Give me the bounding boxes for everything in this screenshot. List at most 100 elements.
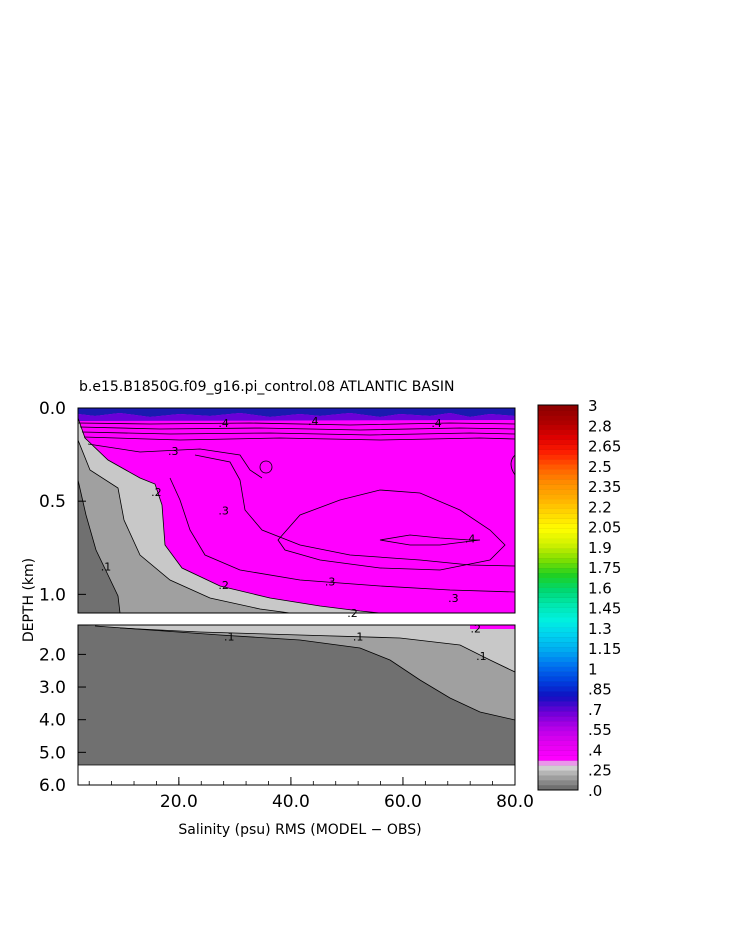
colorbar-segment — [538, 632, 578, 638]
axes: 20.0 40.0 60.0 80.0 0.0 0.5 1.0 2.0 3.0 4.0 5.0 6.0 — [39, 399, 534, 812]
colorbar-segment — [538, 454, 578, 460]
contour-label: .4 — [308, 415, 319, 428]
colorbar-label: 1.45 — [588, 600, 621, 618]
contour-label: .4 — [218, 417, 229, 430]
colorbar-segment — [538, 755, 578, 761]
colorbar-segment — [538, 533, 578, 539]
colorbar-segment — [538, 636, 578, 643]
colorbar-segment — [538, 617, 578, 623]
contour-label: .2 — [218, 579, 229, 592]
x-tick-label: 60.0 — [384, 792, 422, 812]
colorbar-label: 2.2 — [588, 498, 612, 516]
colorbar-segment — [538, 553, 578, 559]
contour-label: .1 — [224, 630, 235, 643]
colorbar-segment — [538, 676, 578, 682]
colorbar-segment — [538, 661, 578, 667]
colorbar-segment — [538, 627, 578, 633]
colorbar-label: .0 — [588, 782, 602, 800]
contour-label: .1 — [101, 560, 112, 573]
colorbar-segment — [538, 686, 578, 692]
y-tick-label: 1.0 — [39, 585, 66, 605]
y-tick-label: 0.0 — [39, 399, 66, 419]
y-tick-label: 4.0 — [39, 711, 66, 731]
colorbar-segment — [538, 528, 578, 534]
x-tick-label: 80.0 — [496, 792, 534, 812]
colorbar-segment — [538, 671, 578, 677]
y-tick-label: 6.0 — [39, 776, 66, 796]
colorbar-label: .4 — [588, 741, 602, 759]
surface-purple-band — [78, 413, 515, 421]
colorbar-segment — [538, 419, 578, 426]
colorbar-label: 1.15 — [588, 640, 621, 658]
colorbar-label: 1.75 — [588, 559, 621, 577]
colorbar-segment — [538, 518, 578, 524]
colorbar-segment — [538, 651, 578, 658]
colorbar-label: 1.6 — [588, 579, 612, 597]
field-mid-gray — [78, 440, 290, 613]
contour-label: .1 — [353, 630, 364, 643]
y-tick-label: 0.5 — [39, 492, 66, 512]
surface-blue-band — [78, 408, 515, 417]
colorbar-label: .25 — [588, 762, 612, 780]
colorbar-segment — [538, 562, 578, 569]
colorbar-segment — [538, 429, 578, 435]
colorbar-segment — [538, 780, 578, 786]
colorbar-label: .55 — [588, 721, 612, 739]
colorbar-segment — [538, 439, 578, 445]
colorbar-frame — [537, 404, 579, 791]
colorbar-segment — [538, 696, 578, 702]
colorbar-label: 1.9 — [588, 539, 612, 557]
colorbar-segment — [538, 444, 578, 450]
colorbar-segment — [538, 483, 578, 490]
contour-label: .3 — [168, 445, 179, 458]
colorbar-segment — [538, 469, 578, 475]
colorbar-segment — [538, 770, 578, 776]
colorbar-segment — [538, 503, 578, 509]
colorbar-segment — [538, 488, 578, 495]
colorbar-segment — [538, 405, 578, 411]
colorbar-segment — [538, 572, 578, 579]
colorbar-label: 2.65 — [588, 438, 621, 456]
colorbar-label: .7 — [588, 701, 602, 719]
y-tick-label: 3.0 — [39, 678, 66, 698]
colorbar-segment — [538, 577, 578, 583]
colorbar-segment — [538, 493, 578, 500]
colorbar-segment — [538, 720, 578, 727]
colorbar-segment — [538, 567, 578, 574]
colorbar-segment — [538, 715, 578, 722]
colorbar-label: 3 — [588, 397, 598, 415]
colorbar-segment — [538, 607, 578, 613]
colorbar-segment — [538, 725, 578, 732]
contour-label: .4 — [431, 417, 442, 430]
colorbar-segment — [538, 745, 578, 751]
colorbar-segment — [538, 474, 578, 480]
contour-label: .2 — [347, 607, 358, 620]
colorbar-label: 2.35 — [588, 478, 621, 496]
colorbar-segment — [538, 646, 578, 653]
colorbar-label: 2.8 — [588, 417, 612, 435]
colorbar-segment — [538, 691, 578, 697]
colorbar-segment — [538, 711, 578, 717]
colorbar-segment — [538, 765, 578, 771]
contour-label: .3 — [325, 575, 336, 588]
colorbar-label: .85 — [588, 681, 612, 699]
colorbar-segment — [538, 479, 578, 485]
colorbar-segment — [538, 656, 578, 662]
contour-label: .2 — [471, 622, 482, 635]
colorbar-segment — [538, 681, 578, 687]
below-bottom-white — [78, 765, 515, 785]
colorbar-segment — [538, 735, 578, 741]
colorbar-segment — [538, 498, 578, 505]
field-light-gray-lower — [90, 625, 515, 672]
field-light-gray — [78, 418, 380, 613]
colorbar-segment — [538, 548, 578, 554]
colorbar-segment — [538, 597, 578, 603]
colorbar-label: 1 — [588, 660, 598, 678]
y-tick-label: 5.0 — [39, 743, 66, 763]
upper-panel-frame — [77, 407, 516, 614]
colorbar-label: 2.5 — [588, 458, 612, 476]
contour-label: .3 — [448, 592, 459, 605]
lower-panel-field — [78, 625, 515, 785]
colorbar-label: 2.05 — [588, 519, 621, 537]
